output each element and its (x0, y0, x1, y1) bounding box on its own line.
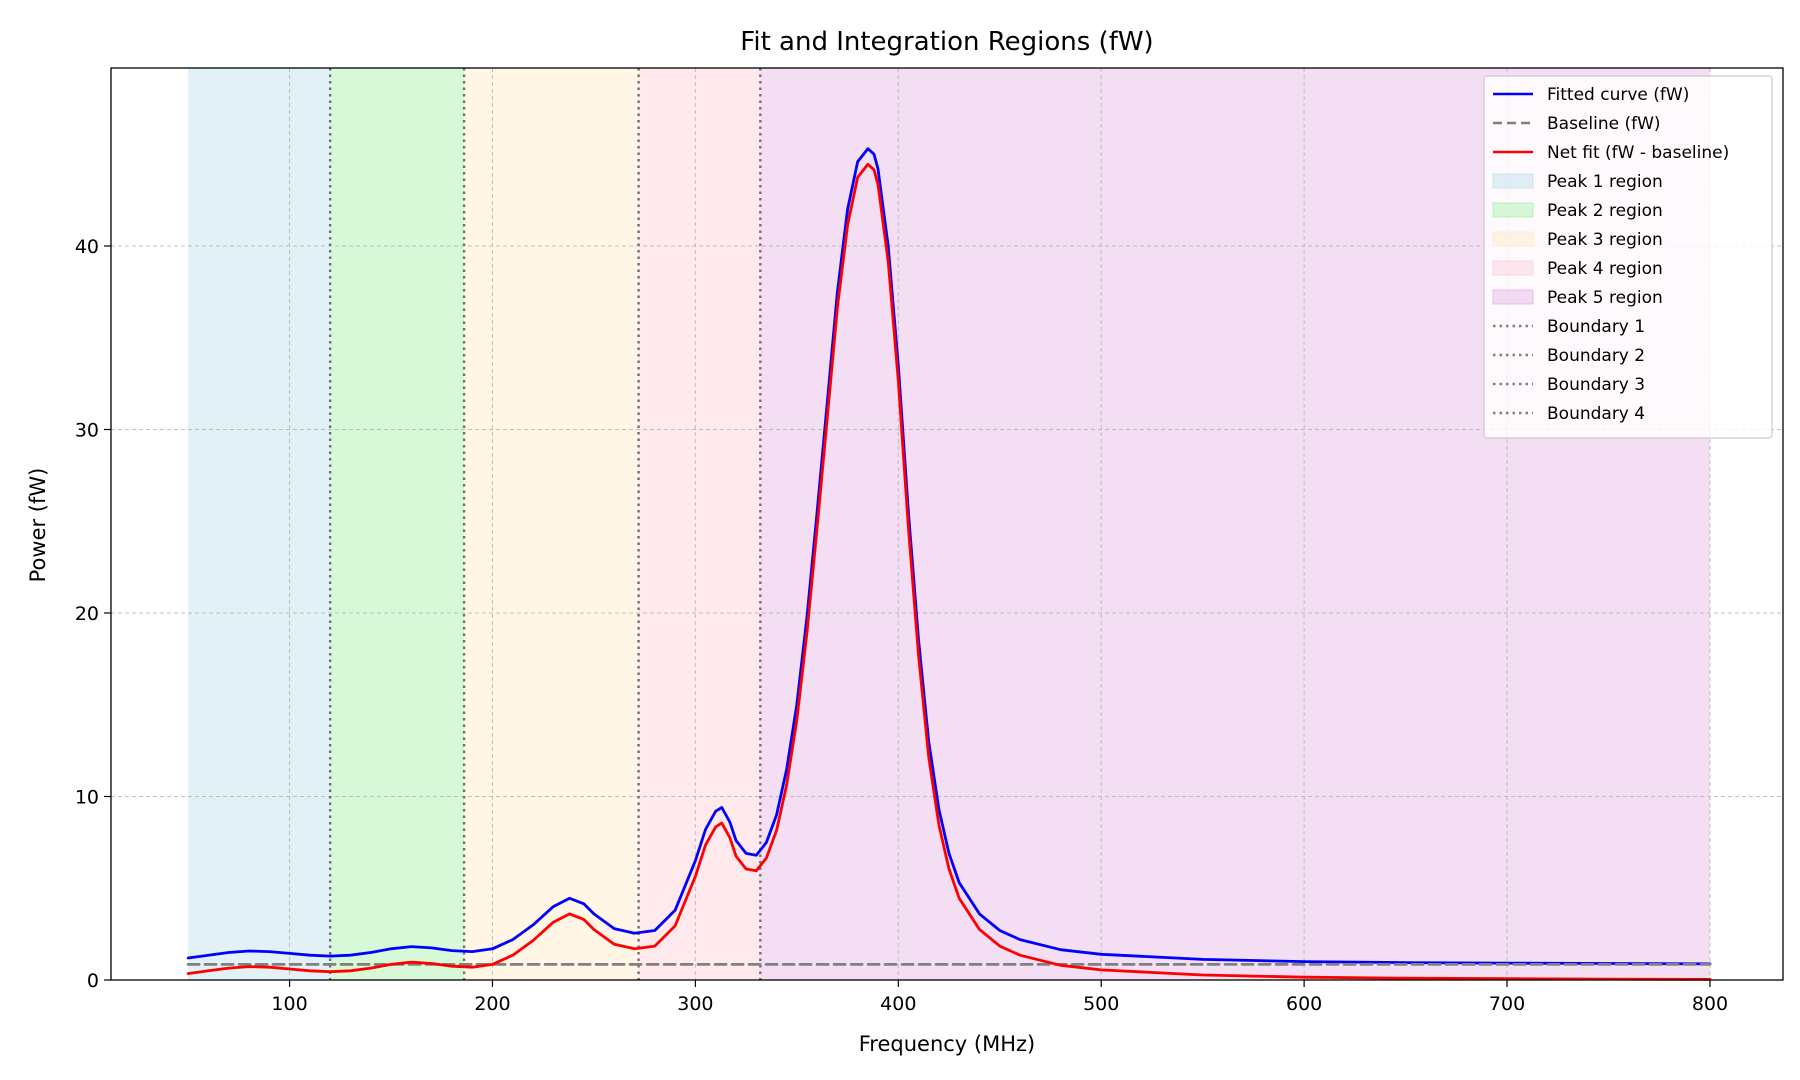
legend-box (1483, 75, 1773, 439)
y-tick-label: 10 (75, 786, 99, 808)
legend-label-1: Fitted curve (fW) (1547, 85, 1689, 105)
y-axis-ticks: 0 10 20 30 40 (75, 236, 111, 992)
integration-regions (188, 68, 1710, 980)
series-line-3 (186, 162, 1712, 981)
region-peak-3 (464, 68, 639, 980)
chart-title: Fit and Integration Regions (fW) (740, 27, 1153, 57)
legend-swatch-4 (1492, 173, 1534, 189)
x-tick-label: 600 (1286, 993, 1322, 1015)
data-series (186, 147, 1712, 981)
y-tick-label: 40 (75, 236, 99, 258)
x-tick-label: 500 (1083, 993, 1119, 1015)
y-axis-label: Power (fW) (26, 468, 50, 583)
x-tick-label: 800 (1692, 993, 1728, 1015)
legend-label-8: Peak 5 region (1547, 288, 1663, 308)
legend-label-11: Boundary 3 (1547, 375, 1645, 395)
boundary-lines (328, 68, 762, 980)
y-tick-label: 30 (75, 419, 99, 441)
x-tick-label: 400 (880, 993, 916, 1015)
x-tick-label: 200 (474, 993, 510, 1015)
legend-swatch-8 (1492, 289, 1534, 305)
legend-label-7: Peak 4 region (1547, 259, 1663, 279)
x-axis-label: Frequency (MHz) (859, 1032, 1035, 1056)
y-tick-label: 0 (87, 970, 99, 992)
region-peak-2 (330, 68, 465, 980)
region-peak-4 (638, 68, 761, 980)
series-line-1 (186, 147, 1712, 966)
x-tick-label: 100 (271, 993, 307, 1015)
x-tick-label: 700 (1489, 993, 1525, 1015)
legend-label-10: Boundary 2 (1547, 346, 1645, 366)
legend-swatch-7 (1492, 260, 1534, 276)
legend-label-2: Baseline (fW) (1547, 114, 1661, 134)
legend-label-6: Peak 3 region (1547, 230, 1663, 250)
legend-label-12: Boundary 4 (1547, 404, 1645, 424)
legend-label-3: Net fit (fW - baseline) (1547, 143, 1729, 163)
legend-label-5: Peak 2 region (1547, 201, 1663, 221)
x-axis-ticks: 100 200 300 400 500 600 700 800 (271, 980, 1728, 1015)
y-tick-label: 20 (75, 603, 99, 625)
legend-label-9: Boundary 1 (1547, 317, 1645, 337)
region-peak-1 (188, 68, 331, 980)
plot-frame (110, 67, 1784, 981)
legend: Fitted curve (fW) Baseline (fW) Net fit (f… (1483, 75, 1773, 439)
legend-swatch-5 (1492, 202, 1534, 218)
x-tick-label: 300 (677, 993, 713, 1015)
legend-label-4: Peak 1 region (1547, 172, 1663, 192)
legend-swatch-6 (1492, 231, 1534, 247)
